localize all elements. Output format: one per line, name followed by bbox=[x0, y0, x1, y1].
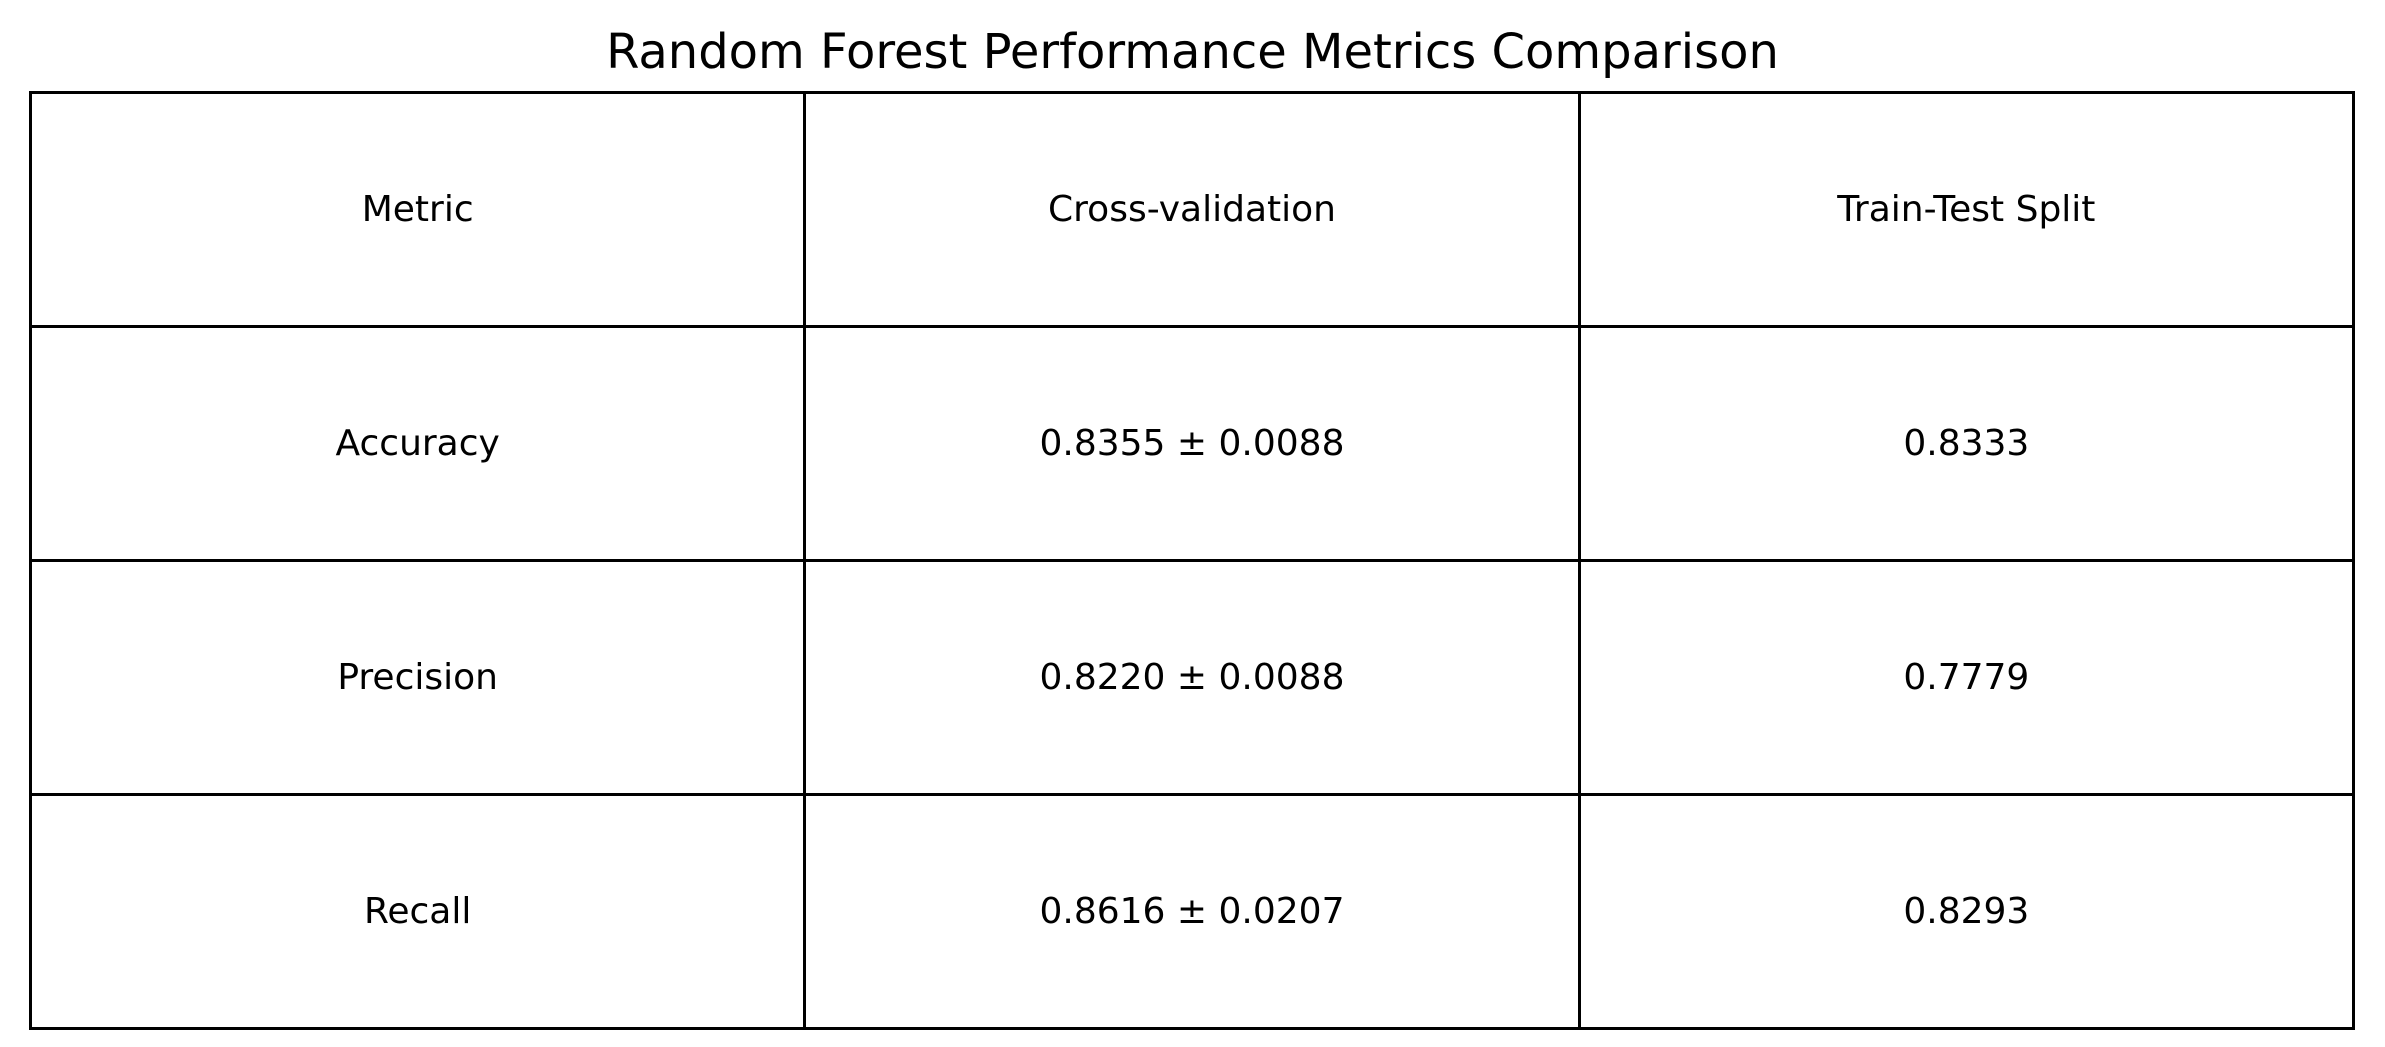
metrics-table: Metric Cross-validation Train-Test Split… bbox=[28, 91, 2356, 1030]
table-row-accuracy: Accuracy 0.8355 ± 0.0088 0.8333 bbox=[28, 325, 2356, 562]
cell-cross-validation-precision: 0.8220 ± 0.0088 bbox=[803, 559, 1581, 796]
cell-cross-validation-accuracy: 0.8355 ± 0.0088 bbox=[803, 325, 1581, 562]
cell-metric-recall: Recall bbox=[28, 793, 807, 1030]
table-row-precision: Precision 0.8220 ± 0.0088 0.7779 bbox=[28, 559, 2356, 796]
table-header-row: Metric Cross-validation Train-Test Split bbox=[28, 91, 2356, 328]
header-metric: Metric bbox=[28, 91, 807, 328]
header-cross-validation: Cross-validation bbox=[803, 91, 1581, 328]
cell-train-test-accuracy: 0.8333 bbox=[1577, 325, 2356, 562]
cell-metric-accuracy: Accuracy bbox=[28, 325, 807, 562]
cell-cross-validation-recall: 0.8616 ± 0.0207 bbox=[803, 793, 1581, 1030]
cell-metric-precision: Precision bbox=[28, 559, 807, 796]
cell-train-test-precision: 0.7779 bbox=[1577, 559, 2356, 796]
cell-train-test-recall: 0.8293 bbox=[1577, 793, 2356, 1030]
chart-title: Random Forest Performance Metrics Compar… bbox=[606, 24, 1779, 80]
table-row-recall: Recall 0.8616 ± 0.0207 0.8293 bbox=[28, 793, 2356, 1030]
header-train-test-split: Train-Test Split bbox=[1577, 91, 2356, 328]
